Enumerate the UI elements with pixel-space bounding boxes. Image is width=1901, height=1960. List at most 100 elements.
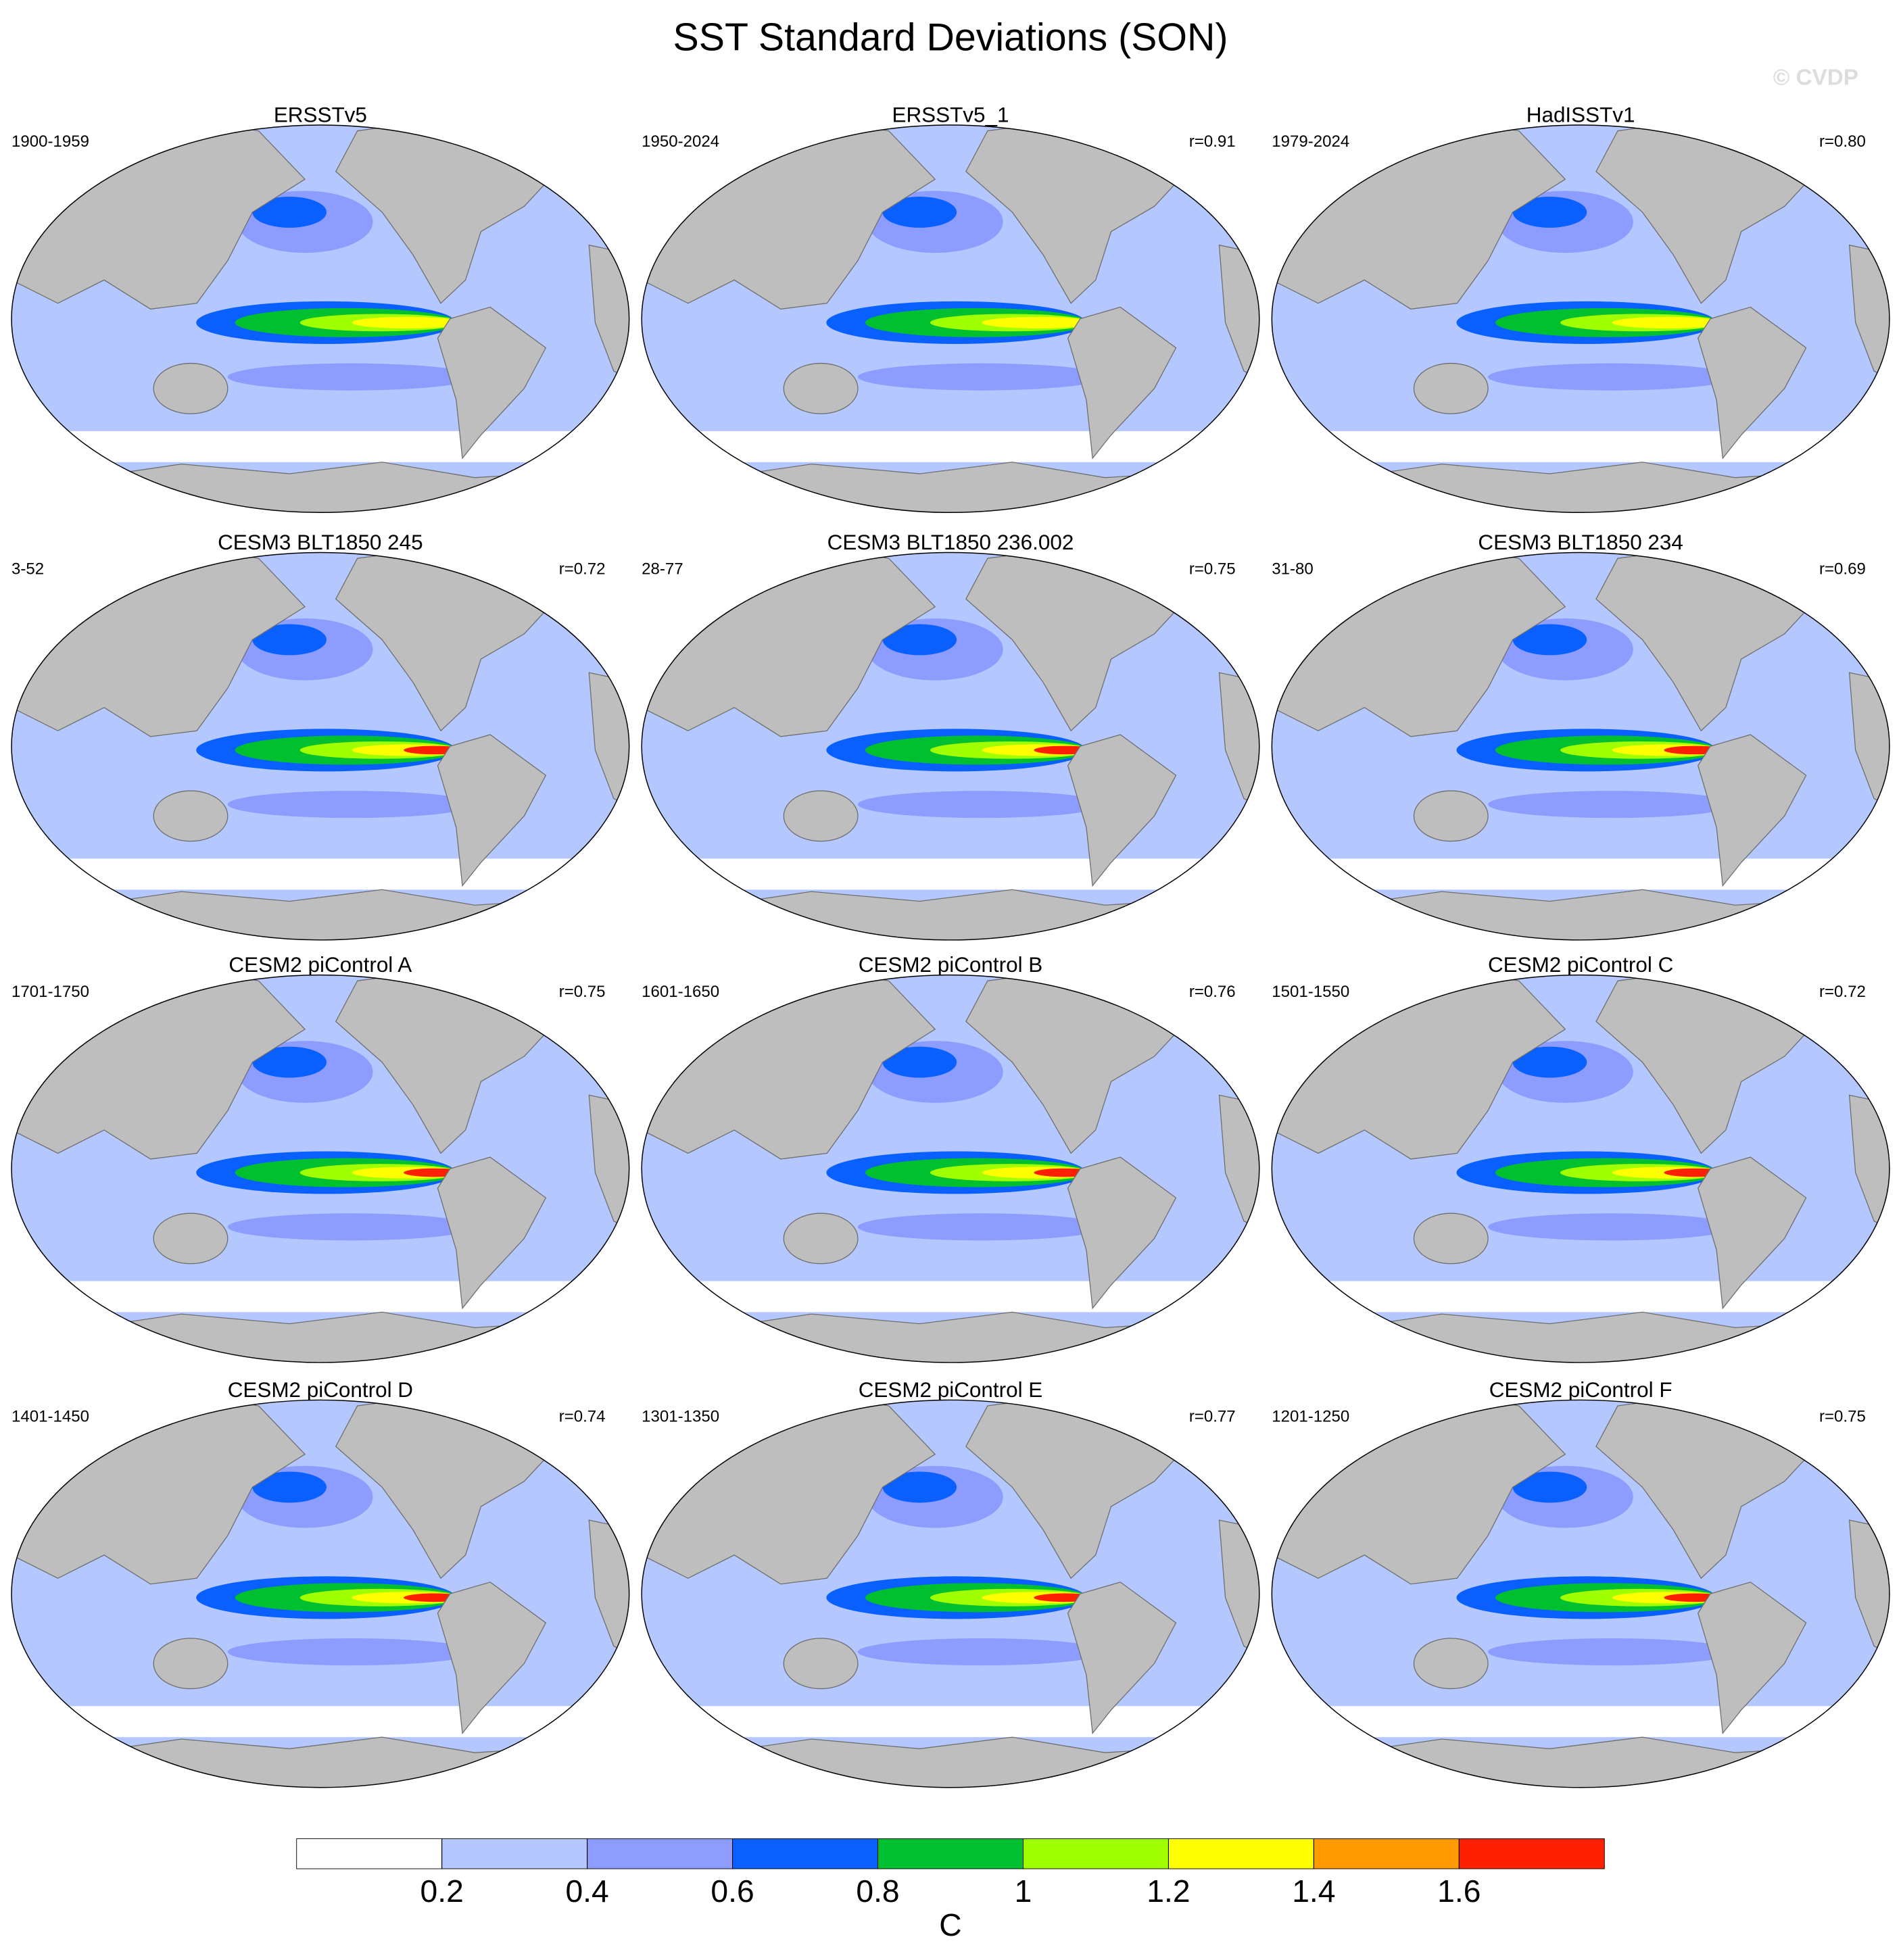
low-variance-band — [642, 1706, 1259, 1738]
watermark: © CVDP — [1773, 65, 1858, 90]
north-pacific-core — [882, 1046, 957, 1078]
south-pacific — [1488, 1638, 1735, 1666]
map-border — [641, 124, 1260, 514]
map — [1272, 975, 1890, 1363]
north-pacific-core — [1512, 624, 1587, 656]
panel-title: CESM3 BLT1850 234 — [1478, 531, 1683, 554]
panel-correlation: r=0.75 — [1189, 560, 1236, 579]
land — [1067, 734, 1177, 887]
panel-title: ERSSTv5_1 — [892, 103, 1009, 126]
land — [1128, 1400, 1186, 1440]
panel-period: 1201-1250 — [1272, 1408, 1349, 1426]
panel-correlation: r=0.69 — [1819, 560, 1866, 579]
panel-period: 28-77 — [642, 560, 683, 579]
land — [153, 362, 228, 414]
colorbar-tick-label: 1.2 — [1147, 1873, 1190, 1909]
land — [642, 1311, 1259, 1363]
land — [1759, 552, 1816, 592]
land — [1067, 1156, 1177, 1310]
land — [1067, 306, 1177, 460]
land — [498, 552, 556, 592]
north-pacific-core — [1512, 1046, 1587, 1078]
colorbar-swatch — [1458, 1838, 1605, 1869]
map — [1272, 552, 1890, 940]
colorbar-swatch — [441, 1838, 588, 1869]
low-variance-band — [11, 1706, 629, 1738]
panel-title: CESM3 BLT1850 236.002 — [827, 531, 1074, 554]
panel-correlation: r=0.75 — [1819, 1408, 1866, 1426]
south-pacific — [857, 1213, 1105, 1241]
panel-period: 1501-1550 — [1272, 983, 1349, 1001]
land — [1272, 462, 1890, 513]
land — [1218, 244, 1259, 388]
panel-correlation: r=0.75 — [559, 983, 606, 1001]
panel-title: CESM2 piControl E — [859, 1378, 1043, 1402]
land — [1218, 1519, 1259, 1663]
map-border — [641, 552, 1260, 941]
colorbar-label: C — [939, 1907, 961, 1942]
land — [1848, 244, 1890, 388]
land — [153, 790, 228, 842]
south-pacific — [857, 363, 1105, 391]
north-pacific-core — [252, 1046, 327, 1078]
map-border — [1271, 124, 1890, 514]
map-border — [1271, 552, 1890, 941]
map — [642, 1400, 1259, 1788]
land — [1759, 975, 1816, 1014]
south-pacific — [857, 1638, 1105, 1666]
land — [498, 1400, 556, 1440]
land — [437, 734, 547, 887]
south-pacific — [1488, 363, 1735, 391]
panel-period: 1701-1750 — [11, 983, 89, 1001]
north-pacific-core — [1512, 1471, 1587, 1503]
low-variance-band — [11, 858, 629, 890]
land — [11, 889, 629, 940]
map-border — [11, 974, 630, 1363]
panel-period: 31-80 — [1272, 560, 1313, 579]
land — [1698, 1156, 1807, 1310]
low-variance-band — [642, 858, 1259, 890]
panel-title: CESM2 piControl A — [228, 953, 412, 977]
equatorial-tongue — [1612, 316, 1724, 328]
panel-title: CESM2 piControl D — [228, 1378, 413, 1402]
colorbar-swatch — [1023, 1838, 1169, 1869]
panel-period: 1301-1350 — [642, 1408, 719, 1426]
land — [1413, 1638, 1489, 1690]
land — [1218, 672, 1259, 815]
low-variance-band — [11, 431, 629, 462]
panel-period: 1979-2024 — [1272, 132, 1349, 151]
land — [783, 362, 859, 414]
low-variance-band — [1272, 431, 1890, 462]
figure-title: SST Standard Deviations (SON) — [673, 16, 1228, 59]
low-variance-band — [11, 1281, 629, 1313]
panel-correlation: r=0.72 — [1819, 983, 1866, 1001]
panel-period: 1950-2024 — [642, 132, 719, 151]
low-variance-band — [1272, 1706, 1890, 1738]
south-pacific — [227, 1213, 475, 1241]
panel-period: 3-52 — [11, 560, 44, 579]
panel-period: 1401-1450 — [11, 1408, 89, 1426]
panel-correlation: r=0.91 — [1189, 132, 1236, 151]
south-pacific — [1488, 1213, 1735, 1241]
land — [642, 889, 1259, 940]
south-pacific — [227, 791, 475, 818]
panel-title: HadISSTv1 — [1526, 103, 1635, 126]
colorbar-swatch — [296, 1838, 443, 1869]
land — [1848, 672, 1890, 815]
land — [11, 1311, 629, 1363]
land — [1413, 362, 1489, 414]
panel-title: CESM2 piControl C — [1488, 953, 1673, 977]
land — [1128, 975, 1186, 1014]
map-border — [1271, 974, 1890, 1363]
colorbar-swatch — [1313, 1838, 1460, 1869]
south-pacific — [227, 363, 475, 391]
map-border — [11, 1399, 630, 1788]
low-variance-band — [1272, 1281, 1890, 1313]
panel-correlation: r=0.80 — [1819, 132, 1866, 151]
land — [1128, 124, 1186, 164]
north-pacific-core — [882, 197, 957, 228]
panel-correlation: r=0.77 — [1189, 1408, 1236, 1426]
land — [153, 1638, 228, 1690]
map — [11, 975, 629, 1363]
